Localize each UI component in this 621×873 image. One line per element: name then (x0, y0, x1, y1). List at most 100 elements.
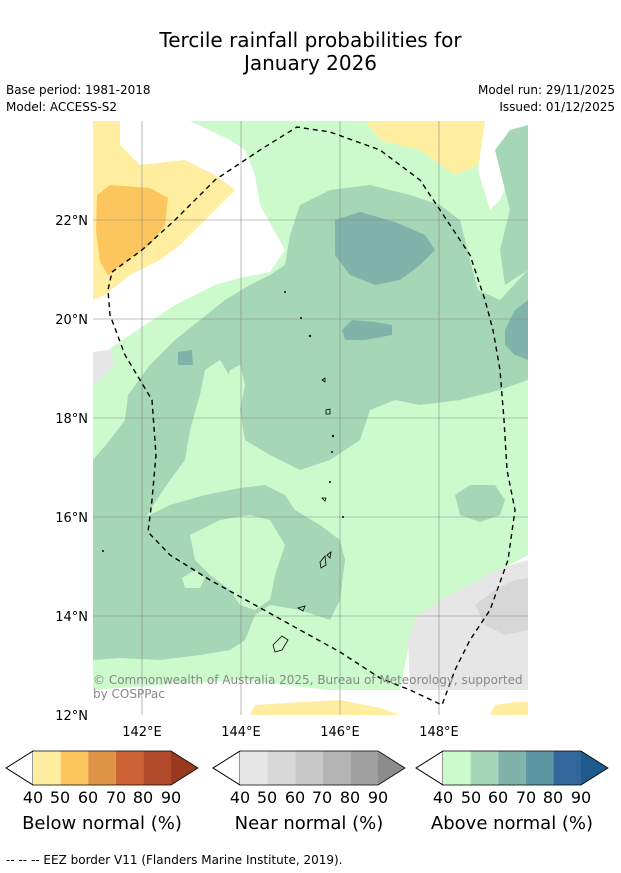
near-normal-50-region (475, 578, 528, 635)
white-gap-top (110, 121, 180, 165)
lat-label-22n: 22°N (55, 214, 88, 229)
white-band-left (93, 250, 190, 340)
above-normal-40-peninsula (220, 365, 245, 420)
above-normal-50-blob-east (455, 485, 505, 522)
lon-label-142e: 142°E (122, 725, 162, 740)
colorbar-1-swatch-3 (322, 751, 351, 785)
island-saipan (326, 551, 332, 559)
base-period: Base period: 1981-2018 (6, 83, 151, 97)
map-title-line2: January 2026 (243, 51, 378, 75)
island-uracas (283, 290, 286, 293)
cb1-tick-90: 90 (367, 788, 389, 807)
lon-label-144e: 144°E (221, 725, 261, 740)
colorbar-2-swatch-5 (581, 751, 608, 785)
cb2-tick-80: 80 (542, 788, 564, 807)
island-rota (297, 605, 306, 612)
colorbar-2-extend-low (415, 750, 444, 786)
issued-date: Issued: 01/12/2025 (499, 100, 615, 114)
cb0-tick-60: 60 (77, 788, 99, 807)
colorbar-2-outline (415, 750, 609, 786)
cb1-tick-80: 80 (339, 788, 361, 807)
above-normal-40-blob (182, 570, 205, 588)
colorbar-2-swatch-2 (498, 751, 526, 785)
cb2-tick-90: 90 (570, 788, 592, 807)
lat-label-20n: 20°N (55, 313, 88, 328)
colorbar-below-normal (5, 750, 199, 786)
colorbar-2-swatch-1 (470, 751, 499, 785)
colorbar-1-swatch-0 (240, 751, 268, 785)
island-west (102, 550, 105, 553)
island-guam (272, 635, 289, 653)
island-guguan (330, 450, 333, 453)
colorbar-0-extend-low (5, 750, 34, 786)
colorbar-title-below: Below normal (%) (22, 813, 182, 834)
above-normal-60-region (335, 212, 435, 285)
above-normal-50-right (495, 125, 528, 285)
cb1-tick-50: 50 (256, 788, 278, 807)
island-tinian (319, 555, 327, 569)
island-anatahan (321, 497, 327, 502)
lon-label-148e: 148°E (419, 725, 459, 740)
above-normal-60-west (178, 350, 193, 365)
colorbar-1-outline (212, 750, 406, 786)
cb0-tick-50: 50 (49, 788, 71, 807)
cb1-tick-70: 70 (311, 788, 333, 807)
cb2-tick-70: 70 (515, 788, 537, 807)
colorbar-0-swatch-3 (115, 751, 144, 785)
island-maug (299, 316, 302, 319)
colorbar-1-swatch-2 (295, 751, 323, 785)
island-farallon (341, 516, 344, 519)
white-bottom-band (93, 683, 528, 708)
copyright-line2: by COSPPac (93, 687, 165, 701)
above-normal-40-hole (190, 515, 285, 610)
colorbar-title-above: Above normal (%) (430, 813, 594, 834)
island-alamagan (331, 434, 335, 438)
colorbar-1-extend-low (212, 750, 241, 786)
lat-label-18n: 18°N (55, 412, 88, 427)
model-name: Model: ACCESS-S2 (6, 100, 118, 114)
cb1-tick-40: 40 (229, 788, 251, 807)
model-run: Model run: 29/11/2025 (477, 83, 615, 97)
colorbar-1-swatch-4 (350, 751, 378, 785)
below-normal-40-bottom-right (490, 702, 528, 715)
island-asuncion (308, 334, 312, 338)
colorbar-above-normal (415, 750, 609, 786)
colorbar-0-swatch-1 (60, 751, 89, 785)
colorbar-title-near: Near normal (%) (234, 813, 384, 834)
copyright-line1: © Commonwealth of Australia 2025, Bureau… (93, 673, 523, 687)
islands (102, 290, 344, 653)
colorbar-0-swatch-2 (88, 751, 116, 785)
colorbar-0-swatch-4 (143, 751, 171, 785)
above-normal-60-small (342, 320, 392, 340)
cb2-tick-50: 50 (460, 788, 482, 807)
below-normal-40-top (365, 121, 485, 175)
colorbar-2-swatch-0 (443, 751, 471, 785)
eez-footnote: -- -- -- EEZ border V11 (Flanders Marine… (6, 853, 343, 867)
near-normal-west-strip (93, 350, 115, 385)
above-normal-60-right (505, 300, 528, 360)
cb0-tick-70: 70 (105, 788, 127, 807)
above-normal-50-region (93, 185, 528, 560)
colorbars (5, 750, 609, 786)
island-sarigan (328, 480, 331, 483)
map-title-line1: Tercile rainfall probabilities for (159, 28, 462, 52)
island-pagan (325, 408, 331, 415)
colorbar-near-normal (212, 750, 406, 786)
colorbar-0-swatch-5 (171, 751, 198, 785)
graticule (93, 121, 528, 715)
below-normal-40-bottom (250, 700, 400, 715)
colorbar-2-swatch-3 (525, 751, 554, 785)
cb0-tick-80: 80 (132, 788, 154, 807)
below-normal-50-left (96, 185, 168, 275)
colorbar-1-swatch-1 (267, 751, 296, 785)
colorbar-2-swatch-4 (553, 751, 581, 785)
lon-label-146e: 146°E (320, 725, 360, 740)
cb1-tick-60: 60 (284, 788, 306, 807)
cb0-tick-90: 90 (160, 788, 182, 807)
cb0-tick-40: 40 (22, 788, 44, 807)
colorbar-tick-labels: 40 50 60 70 80 90 40 50 60 70 80 90 40 5… (0, 788, 621, 808)
lat-label-14n: 14°N (55, 610, 88, 625)
rainfall-map: © Commonwealth of Australia 2025, Bureau… (55, 121, 528, 740)
colorbar-1-swatch-5 (378, 751, 405, 785)
colorbar-0-swatch-0 (33, 751, 61, 785)
